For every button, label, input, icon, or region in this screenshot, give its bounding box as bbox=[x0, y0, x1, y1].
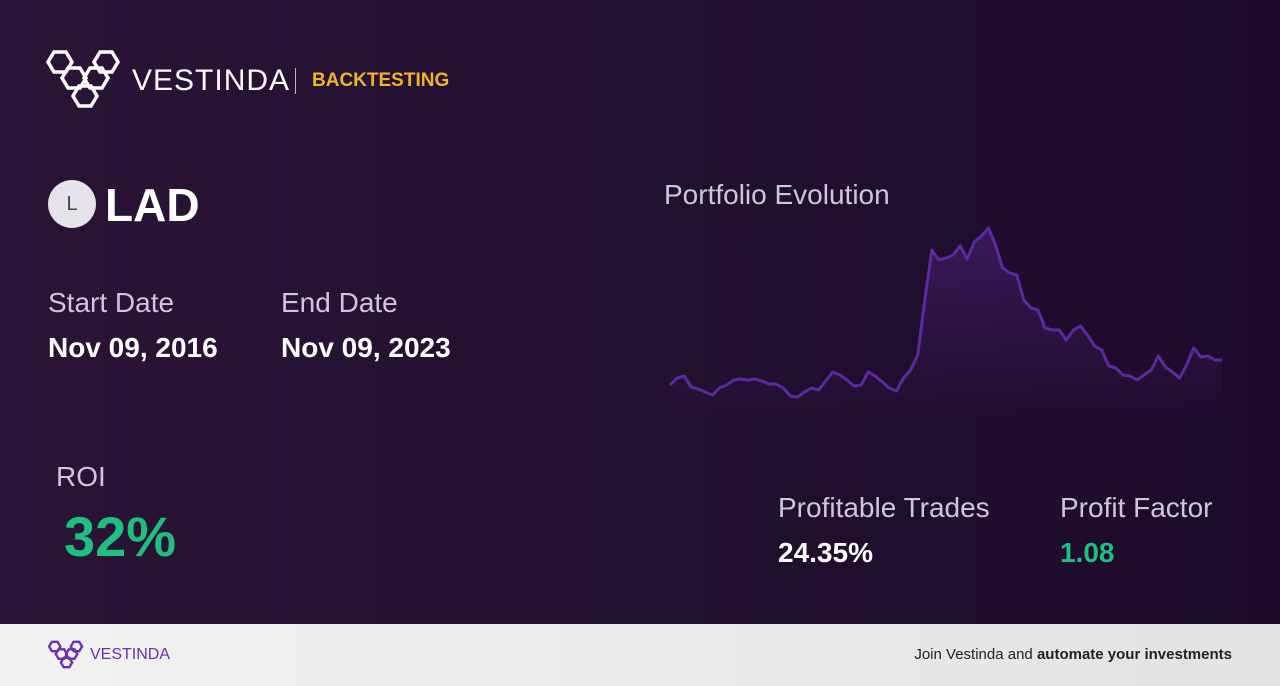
chart bbox=[668, 226, 1222, 417]
logo bbox=[46, 50, 121, 108]
ticker: LAD bbox=[105, 179, 200, 231]
brand: VESTINDA bbox=[132, 64, 291, 97]
divider bbox=[295, 68, 296, 94]
roi-label: ROI bbox=[56, 461, 106, 492]
line bbox=[668, 226, 1222, 399]
section: BACKTESTING bbox=[312, 70, 450, 91]
end-date: Nov 09, 2023 bbox=[281, 332, 451, 363]
factor-value: 1.08 bbox=[1060, 537, 1115, 568]
ticker-icon: L bbox=[48, 180, 96, 228]
footer-text: Join Vestinda and bbox=[914, 646, 1037, 663]
footer-brand: VESTINDA bbox=[90, 646, 171, 663]
chart-title: Portfolio Evolution bbox=[664, 179, 890, 210]
factor-label: Profit Factor bbox=[1060, 492, 1213, 523]
roi-value: 32% bbox=[64, 505, 177, 568]
start-date: Nov 09, 2016 bbox=[48, 332, 218, 363]
start-label: Start Date bbox=[48, 287, 175, 318]
profitable-value: 24.35% bbox=[778, 537, 873, 568]
area bbox=[670, 228, 1222, 417]
footer-logo bbox=[48, 640, 84, 669]
footer-bold: automate your investments bbox=[1036, 646, 1232, 663]
end-label: End Date bbox=[281, 287, 398, 318]
profitable-label: Profitable Trades bbox=[778, 492, 990, 523]
footer-cta: Join Vestinda and automate your investme… bbox=[914, 646, 1232, 663]
footer: VESTINDA Join Vestinda and automate your… bbox=[0, 624, 1280, 686]
